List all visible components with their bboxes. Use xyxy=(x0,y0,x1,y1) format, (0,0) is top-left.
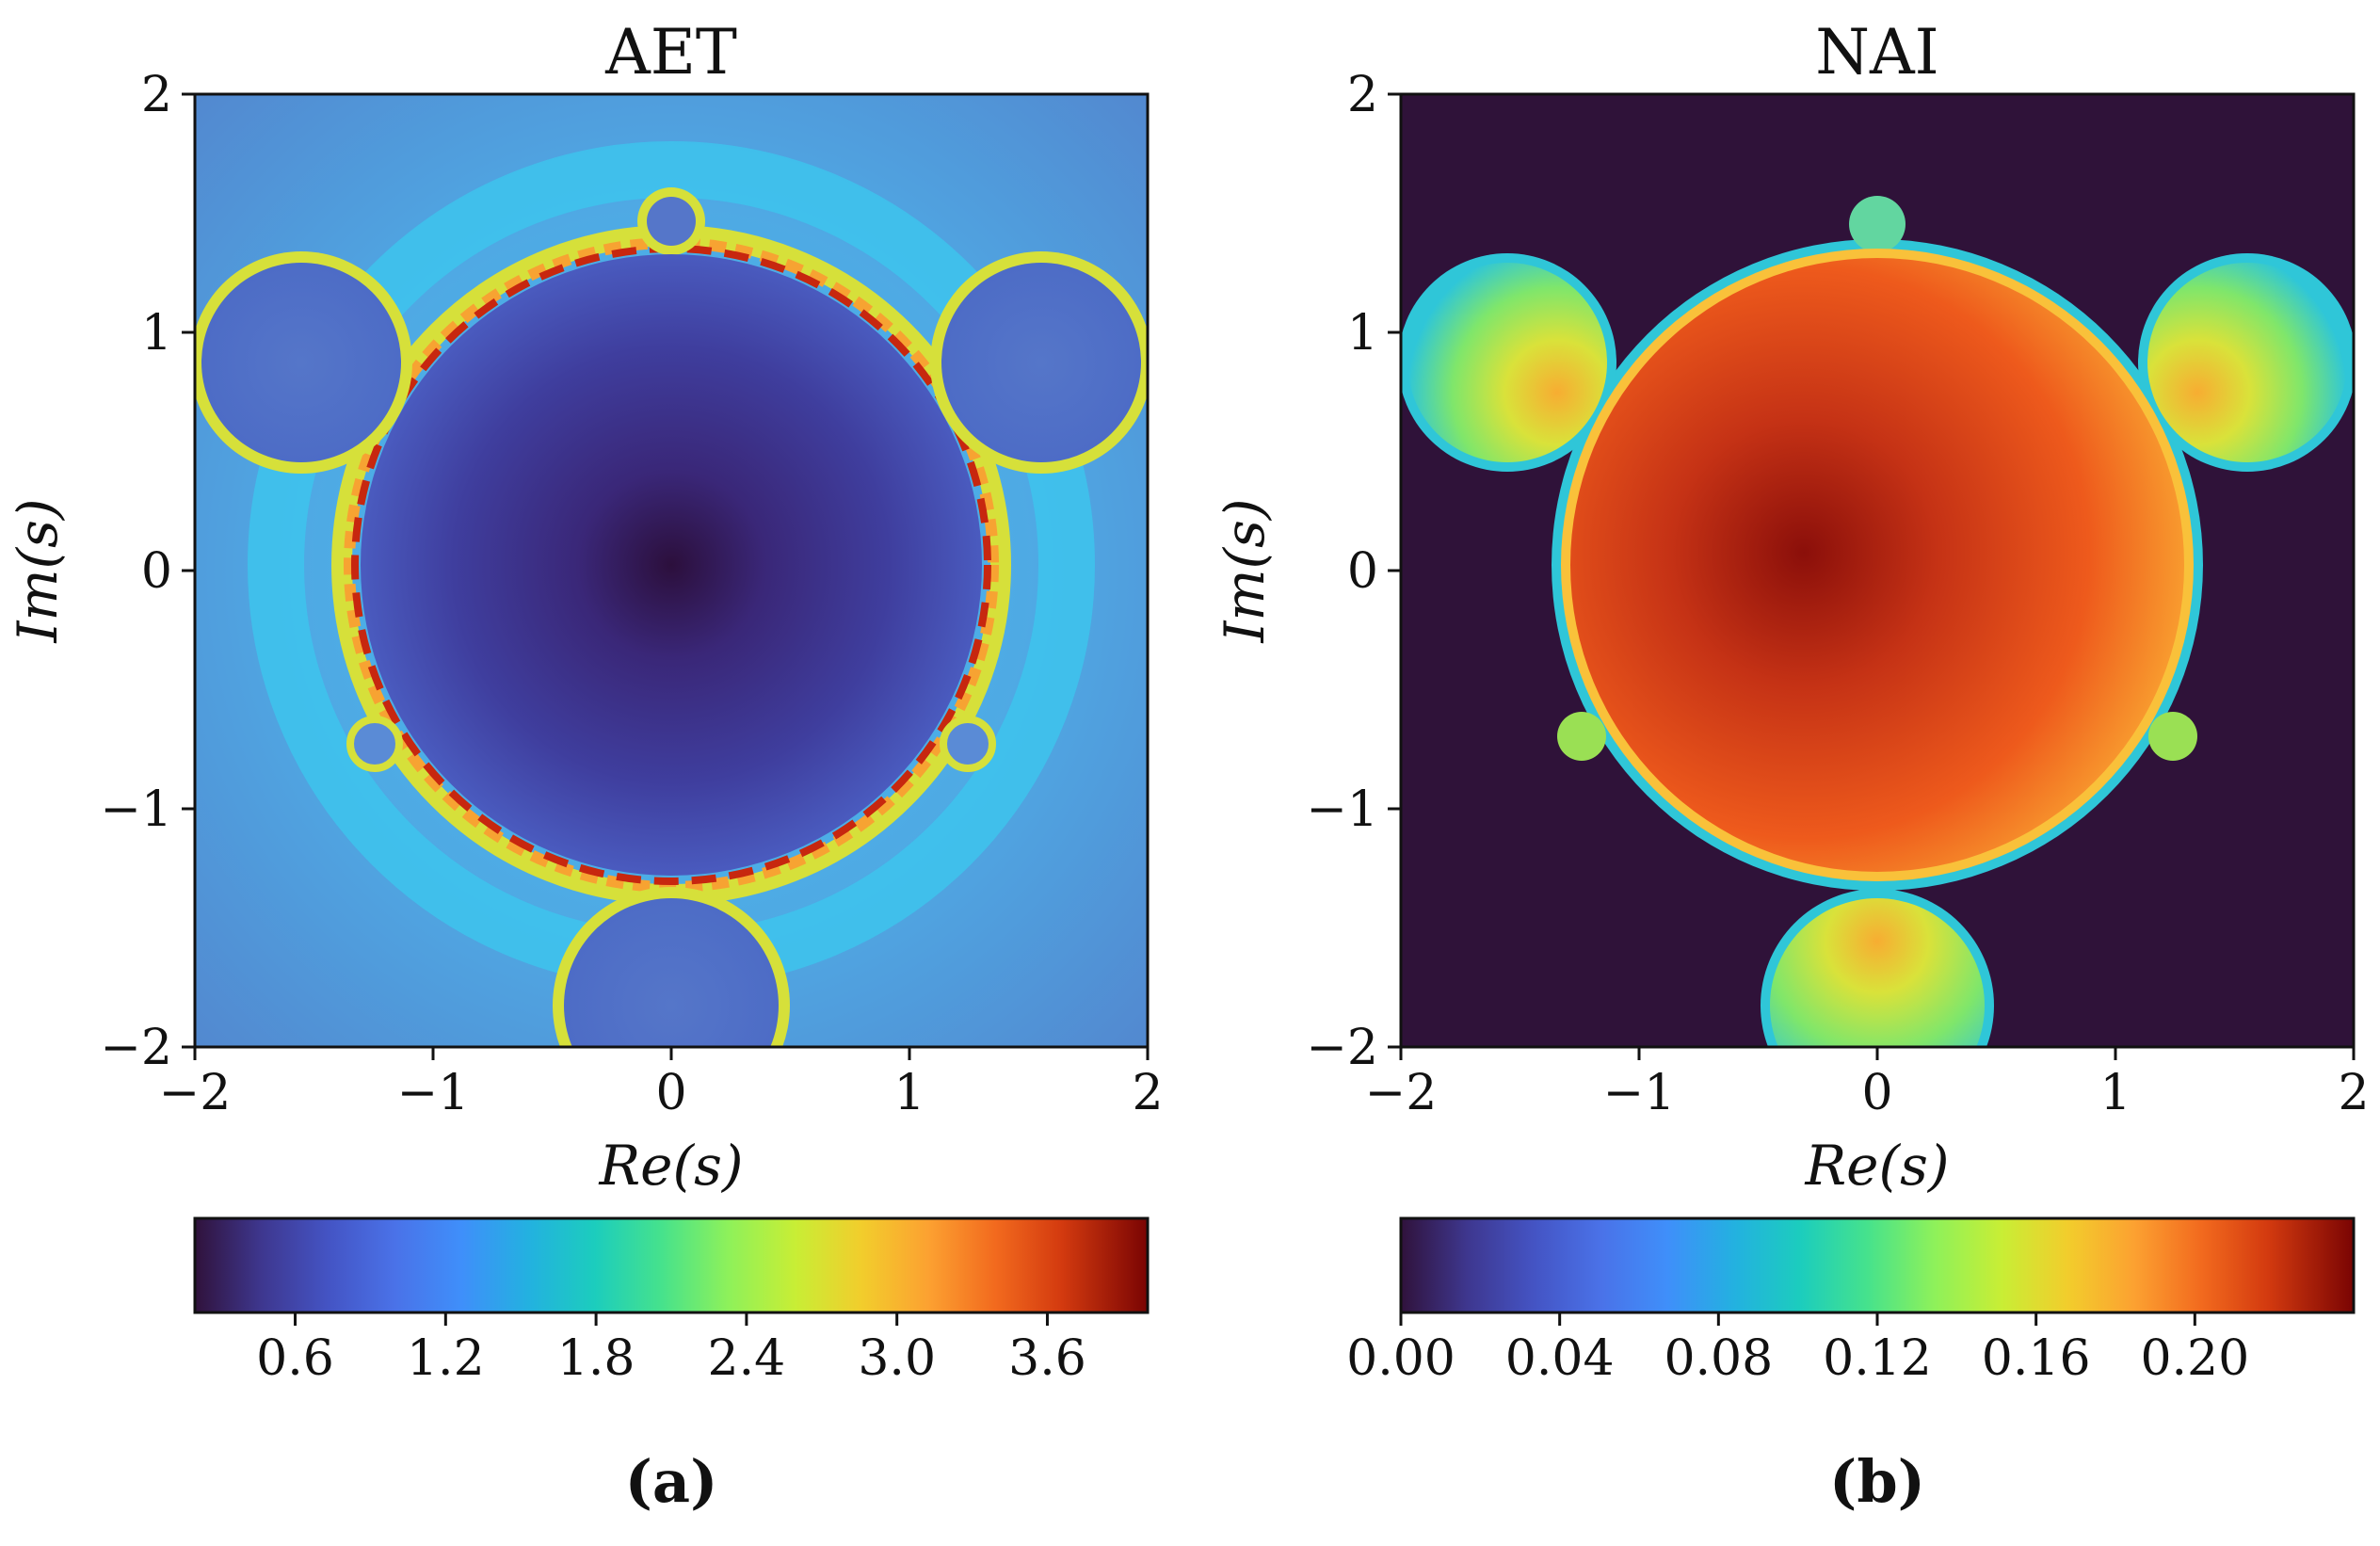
nai-colorbar-tick-label: 0.20 xyxy=(2140,1330,2249,1387)
aet-colorbar-tick-label: 0.6 xyxy=(256,1330,334,1387)
aet-colorbar xyxy=(193,1216,1150,1314)
aet-colorbar-tick-label: 2.4 xyxy=(708,1330,786,1387)
nai-bottom-bulb xyxy=(1770,898,1985,1047)
nai-left-bulb xyxy=(1407,263,1607,462)
nai-colorbar-tick-label: 0.08 xyxy=(1664,1330,1773,1387)
aet-small-bulb-left xyxy=(346,716,403,772)
aet-ytick-label: 1 xyxy=(141,305,172,362)
aet-xtick-label: 0 xyxy=(655,1065,686,1121)
nai-small-bulb-right xyxy=(2148,712,2197,761)
nai-ytick-label: 2 xyxy=(1347,67,1378,123)
nai-xtick-label: 1 xyxy=(2099,1065,2131,1121)
aet-right-bulb xyxy=(941,263,1141,462)
aet-left-bulb xyxy=(201,263,401,462)
nai-colorbar xyxy=(1399,1216,2356,1314)
panel-aet: −2 −1 0 1 2 −2 −1 0 1 2 AET Re(s) Im(s) 0.6 1.2 1.… xyxy=(6,16,1164,1516)
aet-title: AET xyxy=(604,16,737,89)
aet-ytick-label: 0 xyxy=(141,543,172,600)
panel-label-a: (a) xyxy=(625,1447,718,1516)
aet-top-bulb xyxy=(647,197,696,246)
nai-colorbar-tick-label: 0.00 xyxy=(1346,1330,1455,1387)
nai-ylabel: Im(s) xyxy=(1213,499,1277,644)
nai-heatmap xyxy=(1401,94,2354,1047)
aet-xtick-label: 1 xyxy=(893,1065,925,1121)
nai-main-disk xyxy=(1570,258,2184,872)
nai-colorbar-tick-label: 0.04 xyxy=(1505,1330,1615,1387)
nai-small-bulb-left xyxy=(1557,712,1606,761)
nai-right-bulb xyxy=(2147,263,2347,462)
aet-colorbar-tick-label: 3.6 xyxy=(1008,1330,1086,1387)
aet-ytick-label: 2 xyxy=(141,67,172,123)
nai-ytick-label: −2 xyxy=(1306,1020,1378,1076)
nai-xtick-label: −2 xyxy=(1365,1065,1438,1121)
panel-label-b: (b) xyxy=(1829,1447,1925,1516)
aet-ytick-label: −2 xyxy=(100,1020,172,1076)
nai-colorbar-tick-label: 0.16 xyxy=(1982,1330,2091,1387)
nai-xtick-label: 2 xyxy=(2338,1065,2369,1121)
aet-colorbar-tick-label: 1.8 xyxy=(557,1330,635,1387)
nai-xtick-label: −1 xyxy=(1603,1065,1676,1121)
aet-colorbar-tick-label: 3.0 xyxy=(858,1330,936,1387)
aet-xtick-label: −2 xyxy=(159,1065,232,1121)
nai-title: NAI xyxy=(1815,16,1938,89)
panel-nai: −2 −1 0 1 2 −2 −1 0 1 2 NAI Re(s) Im(s) 0.00 0.04… xyxy=(1213,16,2370,1516)
nai-colorbar-tick-label: 0.12 xyxy=(1823,1330,1932,1387)
aet-bottom-bulb xyxy=(564,898,779,1047)
aet-main-disk xyxy=(361,254,982,876)
aet-xtick-label: 2 xyxy=(1132,1065,1163,1121)
aet-heatmap xyxy=(195,94,1148,1047)
aet-ylabel: Im(s) xyxy=(6,499,70,644)
aet-ytick-label: −1 xyxy=(100,781,172,838)
nai-xtick-label: 0 xyxy=(1861,1065,1892,1121)
aet-xlabel: Re(s) xyxy=(598,1134,743,1198)
aet-small-bulb-right xyxy=(940,716,996,772)
nai-ytick-label: 0 xyxy=(1347,543,1378,600)
nai-top-bulb xyxy=(1849,196,1906,252)
aet-colorbar-tick-label: 1.2 xyxy=(407,1330,485,1387)
nai-ytick-label: 1 xyxy=(1347,305,1378,362)
nai-xlabel: Re(s) xyxy=(1804,1134,1949,1198)
aet-xtick-label: −1 xyxy=(397,1065,470,1121)
nai-ytick-label: −1 xyxy=(1306,781,1378,838)
